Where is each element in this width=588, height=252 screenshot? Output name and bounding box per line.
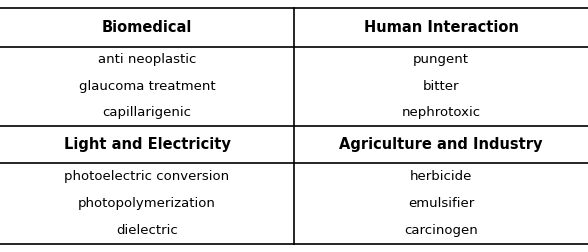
Text: nephrotoxic: nephrotoxic (402, 106, 480, 119)
Text: Light and Electricity: Light and Electricity (64, 137, 230, 152)
Text: glaucoma treatment: glaucoma treatment (79, 80, 215, 93)
Text: Biomedical: Biomedical (102, 20, 192, 35)
Text: dielectric: dielectric (116, 224, 178, 237)
Text: emulsifier: emulsifier (408, 197, 474, 210)
Text: capillarigenic: capillarigenic (102, 106, 192, 119)
Text: photoelectric conversion: photoelectric conversion (65, 170, 229, 183)
Text: herbicide: herbicide (410, 170, 472, 183)
Text: carcinogen: carcinogen (404, 224, 478, 237)
Text: bitter: bitter (423, 80, 459, 93)
Text: Human Interaction: Human Interaction (363, 20, 519, 35)
Text: photopolymerization: photopolymerization (78, 197, 216, 210)
Text: pungent: pungent (413, 53, 469, 66)
Text: Agriculture and Industry: Agriculture and Industry (339, 137, 543, 152)
Text: anti neoplastic: anti neoplastic (98, 53, 196, 66)
